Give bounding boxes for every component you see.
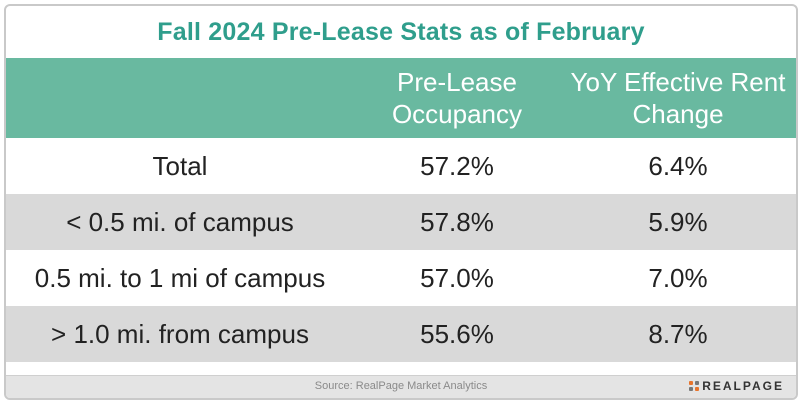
source-note: Source: RealPage Market Analytics xyxy=(314,380,488,392)
row-label: < 0.5 mi. of campus xyxy=(66,206,294,237)
row-label: 0.5 mi. to 1 mi of campus xyxy=(34,262,326,293)
realpage-logo: REALPAGE xyxy=(689,379,784,393)
table-row-over-one-mile: > 1.0 mi. from campus 55.6% 8.7% xyxy=(6,306,796,362)
table-row-half-to-one-mile: 0.5 mi. to 1 mi of campus 57.0% 7.0% xyxy=(6,250,796,306)
table-footer: Source: RealPage Market Analytics REALPA… xyxy=(6,375,796,398)
table-row-under-half-mile: < 0.5 mi. of campus 57.8% 5.9% xyxy=(6,194,796,250)
row-rent-change: 5.9% xyxy=(648,206,708,237)
table-header-row: Pre-Lease Occupancy YoY Effective Rent C… xyxy=(6,58,796,138)
header-cell-rent-change: YoY Effective Rent Change xyxy=(560,58,796,138)
row-occupancy: 57.2% xyxy=(420,150,494,181)
row-label: > 1.0 mi. from campus xyxy=(51,318,309,349)
table-title: Fall 2024 Pre-Lease Stats as of February xyxy=(157,18,645,46)
row-occupancy: 57.0% xyxy=(420,262,494,293)
stats-table-card: Fall 2024 Pre-Lease Stats as of February… xyxy=(4,4,798,400)
row-occupancy: 55.6% xyxy=(420,318,494,349)
row-rent-change: 7.0% xyxy=(648,262,708,293)
row-occupancy: 57.8% xyxy=(420,206,494,237)
header-cell-label xyxy=(6,58,354,138)
row-rent-change: 8.7% xyxy=(648,318,708,349)
logo-dots-icon xyxy=(689,381,700,391)
logo-text: REALPAGE xyxy=(702,379,784,393)
header-occupancy-text: Pre-Lease Occupancy xyxy=(391,67,523,129)
row-rent-change: 6.4% xyxy=(648,150,708,181)
header-cell-occupancy: Pre-Lease Occupancy xyxy=(354,58,560,138)
row-label: Total xyxy=(152,150,208,181)
header-rent-change-text: YoY Effective Rent Change xyxy=(570,67,786,129)
table-row-total: Total 57.2% 6.4% xyxy=(6,138,796,194)
